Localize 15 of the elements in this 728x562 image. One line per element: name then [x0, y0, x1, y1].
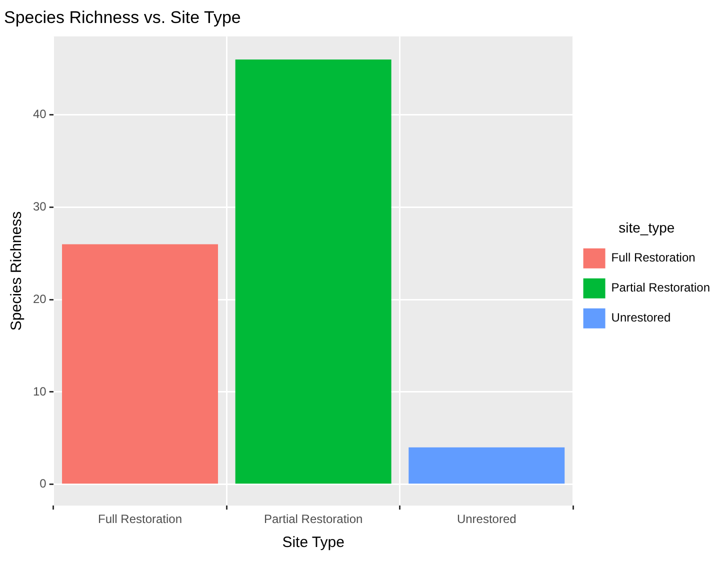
legend-title: site_type: [618, 219, 675, 236]
x-axis-title: Site Type: [282, 534, 344, 552]
x-tick-label: Full Restoration: [98, 512, 182, 526]
legend-label: Partial Restoration: [611, 280, 710, 295]
y-tick-label: 40: [32, 107, 47, 122]
y-tick-label: 0: [40, 476, 47, 491]
legend-label: Full Restoration: [611, 250, 696, 265]
x-tick-label: Unrestored: [456, 512, 516, 526]
chart-title: Species Richness vs. Site Type: [4, 8, 241, 27]
y-tick-label: 10: [32, 384, 47, 398]
y-axis-title: Species Richness: [8, 211, 26, 331]
y-tick-label: 30: [32, 200, 47, 214]
y-tick-label: 20: [32, 292, 47, 306]
x-tick-label: Partial Restoration: [264, 512, 363, 526]
legend-label: Unrestored: [611, 310, 671, 325]
